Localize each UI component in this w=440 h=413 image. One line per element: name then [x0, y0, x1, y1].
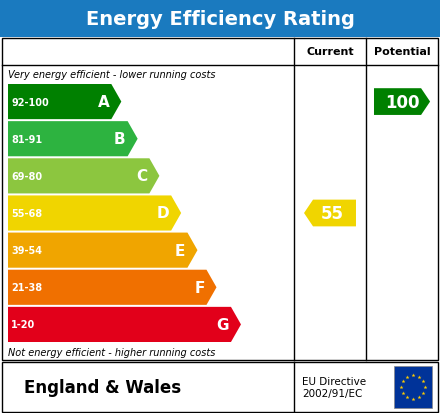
Text: C: C [136, 169, 147, 184]
Text: Potential: Potential [374, 47, 430, 57]
Text: England & Wales: England & Wales [24, 378, 181, 396]
Polygon shape [8, 159, 159, 194]
Text: E: E [175, 243, 186, 258]
Text: 21-38: 21-38 [11, 282, 42, 292]
Text: EU Directive
2002/91/EC: EU Directive 2002/91/EC [302, 376, 366, 398]
Bar [394, 366, 432, 408]
Polygon shape [8, 233, 198, 268]
Polygon shape [8, 307, 241, 342]
Polygon shape [8, 196, 181, 231]
Text: 92-100: 92-100 [11, 97, 49, 107]
Text: Very energy efficient - lower running costs: Very energy efficient - lower running co… [8, 70, 216, 80]
Polygon shape [8, 270, 216, 305]
Text: Energy Efficiency Rating: Energy Efficiency Rating [85, 9, 355, 28]
Text: 69-80: 69-80 [11, 171, 42, 181]
Text: 55: 55 [320, 204, 344, 223]
Text: Current: Current [306, 47, 354, 57]
Text: 100: 100 [385, 93, 419, 111]
Polygon shape [374, 89, 430, 116]
Text: G: G [216, 317, 229, 332]
Bar [2, 39, 438, 360]
Text: 55-68: 55-68 [11, 209, 42, 218]
Text: Not energy efficient - higher running costs: Not energy efficient - higher running co… [8, 347, 215, 357]
Text: B: B [114, 132, 126, 147]
Text: 1-20: 1-20 [11, 320, 35, 330]
Text: D: D [157, 206, 169, 221]
Text: 39-54: 39-54 [11, 246, 42, 256]
Bar [2, 362, 438, 412]
Polygon shape [304, 200, 356, 227]
Text: A: A [98, 95, 109, 110]
Polygon shape [8, 122, 138, 157]
Text: F: F [194, 280, 205, 295]
Text: 81-91: 81-91 [11, 134, 42, 145]
Bar [0, 0, 440, 38]
Polygon shape [8, 85, 121, 120]
